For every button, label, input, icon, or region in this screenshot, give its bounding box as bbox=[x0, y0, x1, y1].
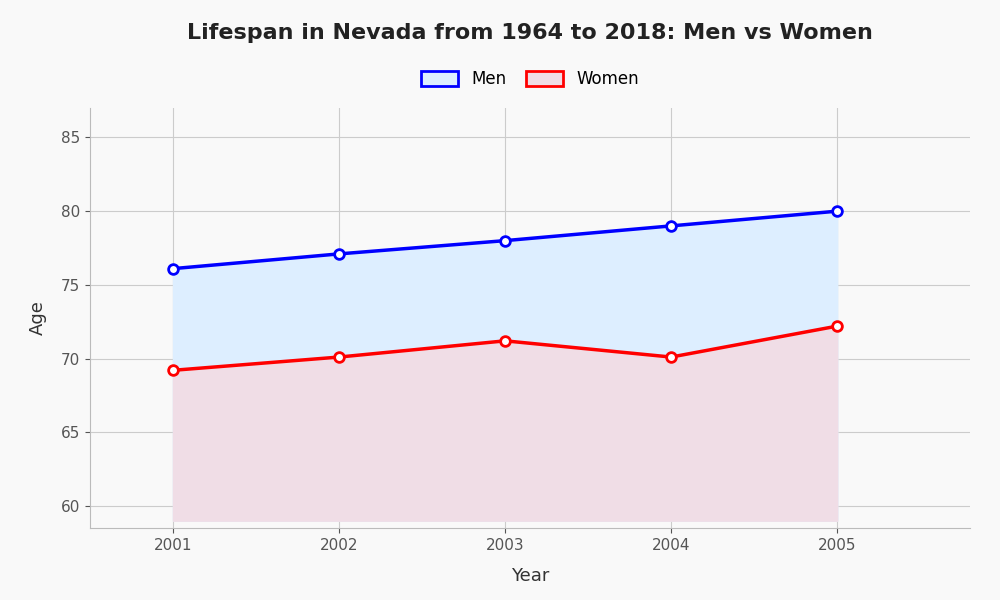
Y-axis label: Age: Age bbox=[29, 301, 47, 335]
Title: Lifespan in Nevada from 1964 to 2018: Men vs Women: Lifespan in Nevada from 1964 to 2018: Me… bbox=[187, 23, 873, 43]
Legend: Men, Women: Men, Women bbox=[413, 62, 647, 97]
X-axis label: Year: Year bbox=[511, 566, 549, 584]
